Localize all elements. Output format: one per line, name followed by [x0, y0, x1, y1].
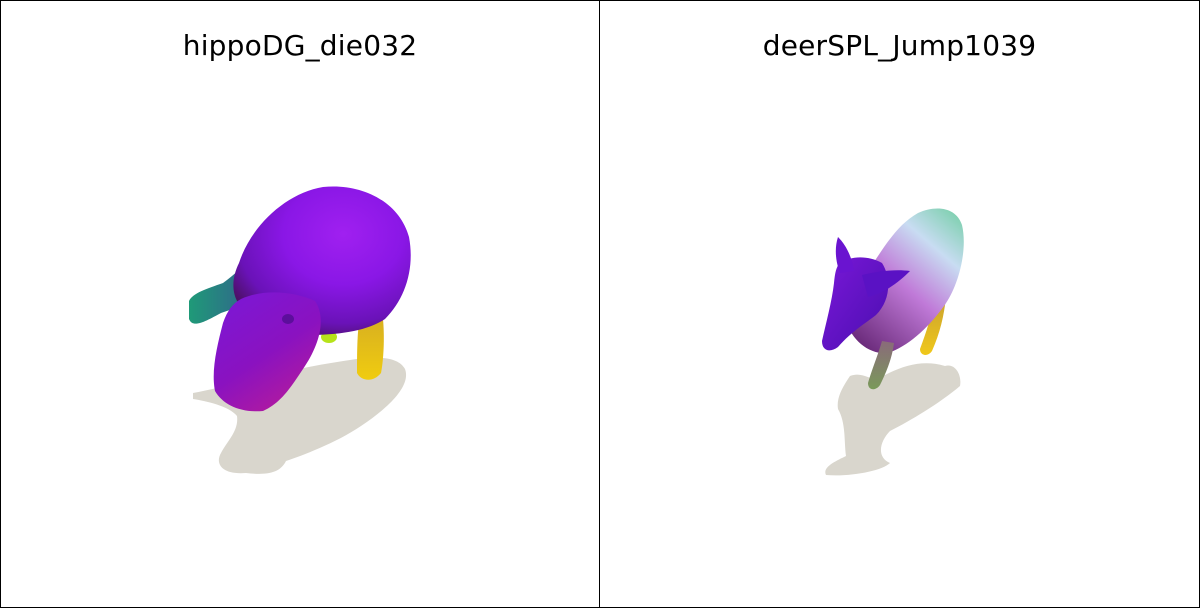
deer-front-leg	[868, 341, 894, 390]
hippo-eye	[282, 314, 294, 324]
deer-body	[846, 208, 964, 354]
deer-ear-right	[862, 270, 910, 297]
hippo-render	[189, 186, 411, 474]
left-panel-title: hippoDG_die032	[182, 29, 418, 62]
hippo-front-leg	[357, 319, 384, 380]
hippo-head	[213, 292, 321, 412]
deer-render	[822, 208, 964, 476]
deer-shadow	[825, 363, 961, 476]
deer-ear-left	[835, 237, 854, 273]
left-panel: hippoDG_die032	[0, 0, 600, 608]
right-panel-title: deerSPL_Jump1039	[762, 29, 1037, 62]
right-panel: deerSPL_Jump1039	[599, 0, 1200, 608]
